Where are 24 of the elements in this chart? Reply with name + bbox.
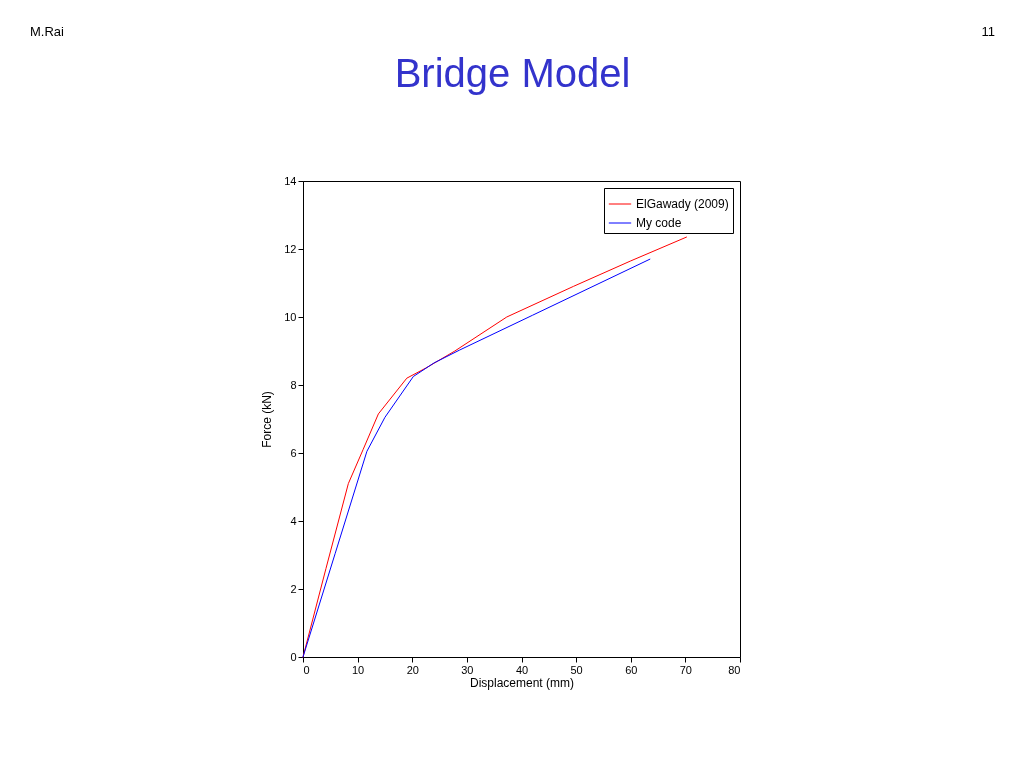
x-tick-label: 40 <box>515 663 529 676</box>
y-axis-title: Force (kN) <box>260 391 275 448</box>
x-tick-label: 20 <box>406 663 419 676</box>
x-tick-label: 60 <box>625 663 638 676</box>
x-axis-title: Displacement (mm) <box>469 675 575 690</box>
x-tick-label: 70 <box>679 663 692 676</box>
text: 11 <box>981 24 995 39</box>
y-tick-label: 10 <box>284 310 297 323</box>
x-tick-label: 50 <box>570 663 583 676</box>
y-tick-label: 0 <box>290 650 297 663</box>
y-tick-label: 14 <box>284 174 297 187</box>
x-tick-label: 80 <box>728 663 741 676</box>
legend-label: My code <box>636 216 682 230</box>
y-tick-label: 4 <box>290 514 297 527</box>
y-tick-label: 2 <box>290 582 297 595</box>
x-tick-label: 0 <box>303 663 310 676</box>
y-tick-label: 12 <box>284 242 297 255</box>
x-tick-label: 30 <box>461 663 474 676</box>
x-tick-label: 10 <box>352 663 365 676</box>
text: M.Rai <box>30 24 65 39</box>
y-tick-label: 6 <box>290 446 297 459</box>
chart-title: Bridge Model <box>394 51 631 95</box>
y-tick-label: 8 <box>290 378 297 391</box>
legend-label: ElGawady (2009) <box>636 197 729 211</box>
